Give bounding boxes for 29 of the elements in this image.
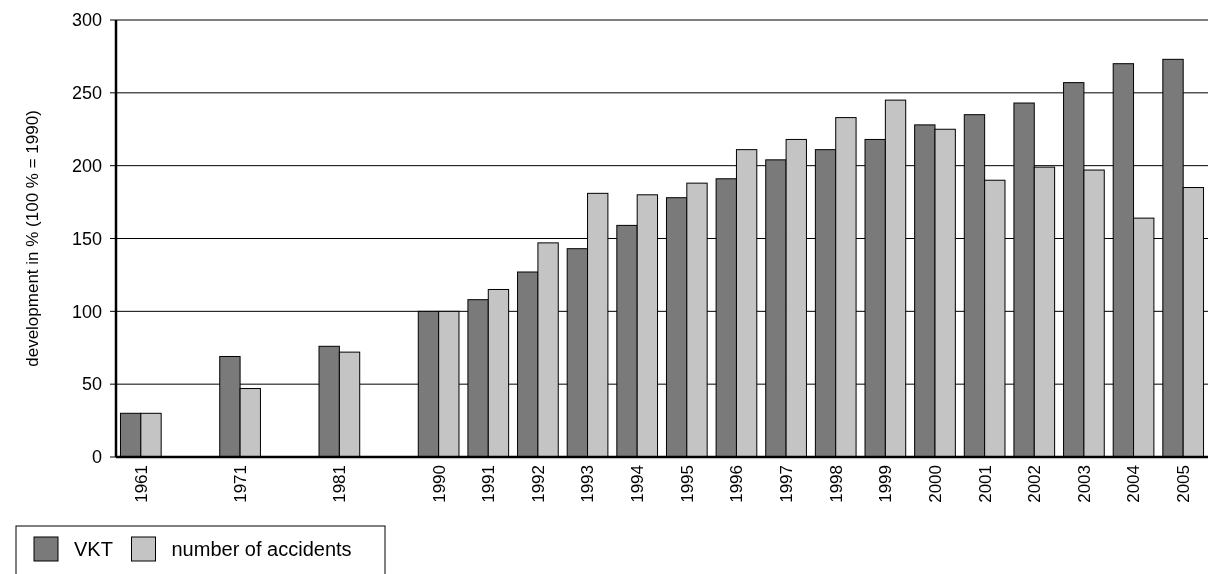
x-tick-label: 1992 (528, 465, 548, 503)
x-tick-label: 2003 (1074, 465, 1094, 503)
y-tick-label: 150 (71, 228, 102, 249)
y-tick-label: 0 (91, 447, 102, 468)
x-tick-label: 2005 (1174, 465, 1194, 503)
x-tick-label: 1997 (777, 465, 797, 503)
y-tick-label: 100 (71, 301, 102, 322)
y-tick-label: 50 (81, 374, 102, 395)
x-tick-label: 1981 (330, 465, 350, 503)
legend-label: number of accidents (171, 538, 352, 560)
y-tick-label: 300 (71, 10, 102, 31)
x-tick-label: 1995 (677, 465, 697, 503)
x-tick-label: 2000 (925, 465, 945, 503)
x-tick-label: 1990 (429, 465, 449, 503)
x-tick-label: 1994 (628, 465, 648, 503)
x-tick-label: 1991 (479, 465, 499, 503)
y-tick-label: 250 (71, 83, 102, 104)
y-axis-title: development in % (100 % = 1990) (23, 110, 42, 367)
y-tick-label: 200 (71, 155, 102, 176)
x-tick-label: 1971 (231, 465, 251, 503)
legend-label: VKT (74, 538, 113, 560)
x-tick-label: 1961 (131, 465, 151, 503)
x-tick-label: 2001 (975, 465, 995, 503)
x-tick-label: 1996 (727, 465, 747, 503)
x-tick-label: 2004 (1124, 465, 1144, 503)
x-tick-label: 1993 (578, 465, 598, 503)
x-tick-label: 1999 (876, 465, 896, 503)
x-tick-label: 2002 (1025, 465, 1045, 503)
x-tick-label: 1998 (826, 465, 846, 503)
